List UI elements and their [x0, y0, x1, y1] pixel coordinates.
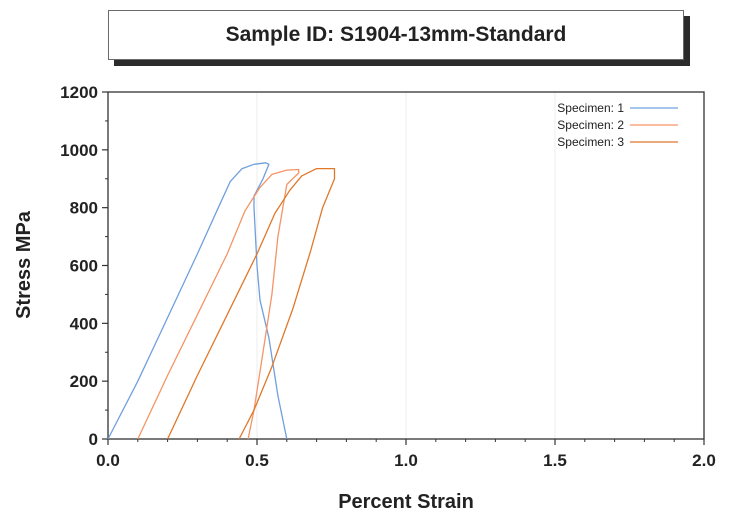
title-frame: Sample ID: S1904-13mm-Standard [108, 10, 690, 68]
x-tick-label: 0.0 [96, 451, 120, 470]
legend-label-specimen-2: Specimen: 2 [557, 118, 624, 132]
chart-title: Sample ID: S1904-13mm-Standard [108, 10, 684, 60]
grid-lines [256, 92, 556, 439]
y-tick-label: 600 [70, 257, 98, 276]
y-tick-label: 400 [70, 314, 98, 333]
y-tick-label: 800 [70, 199, 98, 218]
series-line-specimen-1 [107, 162, 288, 440]
x-axis-title: Percent Strain [338, 491, 474, 513]
series-line-specimen-3 [167, 167, 336, 440]
series-line-specimen-2 [137, 168, 300, 440]
series-layer [107, 162, 336, 440]
y-tick-label: 1000 [60, 141, 98, 160]
y-axis-title: Stress MPa [13, 210, 35, 319]
y-tick-label: 1200 [60, 83, 98, 102]
x-tick-label: 0.5 [245, 451, 269, 470]
y-tick-label: 0 [89, 430, 98, 449]
x-tick-label: 1.5 [543, 451, 567, 470]
x-tick-label: 1.0 [394, 451, 418, 470]
x-tick-label: 2.0 [692, 451, 716, 470]
y-tick-label: 200 [70, 372, 98, 391]
legend: Specimen: 1 Specimen: 2 Specimen: 3 [557, 101, 678, 149]
legend-label-specimen-1: Specimen: 1 [557, 101, 624, 115]
legend-label-specimen-3: Specimen: 3 [557, 135, 624, 149]
axis-ticks: 0.0 0.5 1.0 1.5 2.0 0 200 400 600 800 1000 1200 [60, 83, 716, 470]
